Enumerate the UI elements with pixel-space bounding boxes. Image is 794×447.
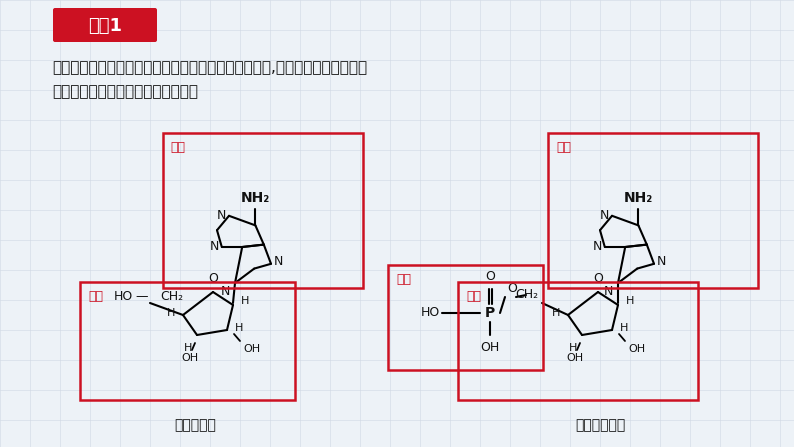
Text: OH: OH [182, 353, 198, 363]
Bar [388, 265, 543, 370]
Bar [163, 133, 363, 288]
Text: NH₂: NH₂ [241, 190, 270, 205]
Text: H: H [626, 296, 634, 306]
Text: N: N [217, 209, 226, 222]
Text: H: H [241, 296, 249, 306]
Text: N: N [221, 285, 230, 298]
Text: 腺嘌呤核苷和腺嘌呤核苷酸是生产核酸类药物的中间体,请在以下结构简式中找: 腺嘌呤核苷和腺嘌呤核苷酸是生产核酸类药物的中间体,请在以下结构简式中找 [52, 60, 367, 76]
Text: 碱基: 碱基 [556, 141, 571, 154]
Text: O: O [593, 272, 603, 285]
Bar [548, 133, 758, 288]
Text: CH₂: CH₂ [515, 288, 538, 301]
Text: N: N [603, 285, 613, 298]
Text: N: N [657, 255, 666, 268]
Text: H: H [620, 323, 628, 333]
FancyBboxPatch shape [53, 8, 157, 42]
Bar [80, 282, 295, 400]
Text: O: O [485, 270, 495, 283]
Text: H: H [569, 343, 577, 353]
Text: O: O [507, 283, 517, 295]
Text: H: H [552, 308, 560, 318]
Text: 腺嘌呤核苷: 腺嘌呤核苷 [174, 418, 216, 432]
Text: O: O [208, 272, 218, 285]
Text: H: H [235, 323, 244, 333]
Text: 出戊糖、碱基和磷酸所对应的部分。: 出戊糖、碱基和磷酸所对应的部分。 [52, 84, 198, 100]
Text: 戊糖: 戊糖 [466, 290, 481, 303]
Text: 磷酸: 磷酸 [396, 273, 411, 286]
Text: HO: HO [421, 307, 440, 320]
Text: OH: OH [480, 341, 499, 354]
Text: N: N [274, 255, 283, 268]
Text: 评价1: 评价1 [88, 17, 122, 35]
Text: P: P [485, 306, 495, 320]
Text: HO: HO [114, 291, 133, 304]
Text: OH: OH [566, 353, 584, 363]
Text: 碱基: 碱基 [170, 141, 185, 154]
Text: 腺嘌呤核苷酸: 腺嘌呤核苷酸 [575, 418, 625, 432]
Text: H: H [167, 308, 175, 318]
Text: 戊糖: 戊糖 [88, 290, 103, 303]
Text: OH: OH [628, 344, 645, 354]
Text: CH₂: CH₂ [160, 291, 183, 304]
Text: N: N [599, 209, 609, 222]
Bar [458, 282, 698, 400]
Text: NH₂: NH₂ [624, 190, 653, 205]
Text: N: N [592, 240, 602, 253]
Text: OH: OH [243, 344, 260, 354]
Text: N: N [210, 240, 219, 253]
Text: H: H [183, 343, 192, 353]
Text: —: — [132, 291, 152, 304]
